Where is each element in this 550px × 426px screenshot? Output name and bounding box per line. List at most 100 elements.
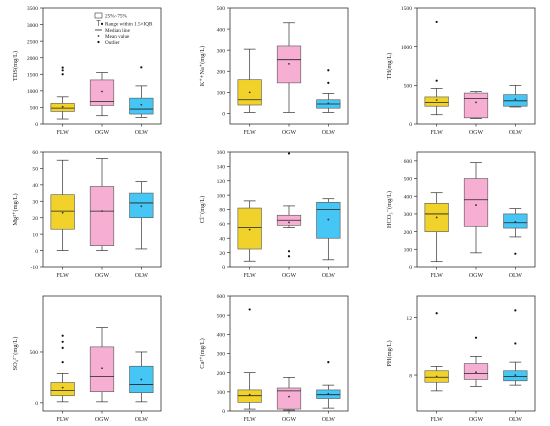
y-tick-label: 100	[217, 390, 226, 396]
mean-marker	[288, 221, 290, 224]
box-olw	[316, 361, 341, 409]
y-tick-label: 0	[222, 265, 225, 271]
y-tick-label: 100	[404, 248, 413, 254]
legend-outlier-swatch	[97, 40, 100, 44]
legend-iqr-label: 25%~75%	[105, 14, 128, 20]
y-tick-label: 500	[404, 177, 413, 183]
y-tick-label: 300	[217, 352, 226, 358]
panel-3: 0 500 1000 1500 TH(mg/L) FLW OGW OLW	[386, 6, 536, 136]
y-tick-label: 400	[217, 333, 226, 339]
outlier-point	[287, 152, 291, 155]
x-tick-label: FLW	[431, 417, 444, 423]
box-flw	[237, 308, 262, 410]
y-tick-label: 500	[217, 6, 226, 12]
mean-marker	[288, 395, 290, 398]
box-ogw	[89, 22, 115, 117]
y-tick-label: 40	[219, 236, 225, 242]
outlier-point	[61, 73, 64, 76]
mean-marker	[514, 98, 517, 101]
box-olw	[316, 198, 341, 261]
box-olw	[316, 69, 341, 113]
y-tick-label: 0	[222, 112, 225, 118]
legend-mean-label: Mean value	[105, 34, 130, 40]
x-tick-label: OLW	[322, 417, 336, 423]
y-axis-label: TDS(mg/L)	[12, 51, 19, 81]
x-tick-label: OLW	[135, 130, 149, 136]
outlier-point	[435, 312, 438, 315]
y-tick-label: 1500	[27, 72, 38, 78]
x-tick-label: OGW	[282, 417, 297, 423]
outlier-point	[514, 342, 517, 345]
mean-marker	[101, 367, 103, 370]
x-tick-label: OGW	[469, 417, 484, 423]
box-flw	[237, 200, 262, 262]
x-tick-label: OLW	[509, 417, 523, 423]
mean-marker	[248, 228, 251, 231]
mean-marker	[514, 220, 517, 223]
mean-marker	[101, 210, 103, 213]
outlier-point	[514, 309, 517, 312]
outlier-point	[61, 66, 64, 69]
panel-7: 0 500 SO₄²⁻(mg/L) FLW OGW OLW	[12, 295, 162, 423]
mean-marker	[288, 62, 290, 65]
x-tick-label: OLW	[509, 130, 523, 136]
mean-marker	[248, 393, 251, 396]
x-tick-label: OGW	[469, 273, 484, 279]
panel-9: 8 12 PH(mg/L) FLW OGW OLW	[386, 295, 536, 423]
x-tick-label: FLW	[244, 130, 257, 136]
mean-marker	[475, 371, 477, 374]
y-tick-label: 1500	[401, 6, 412, 12]
y-axis-label: Ca²⁺(mg/L)	[199, 338, 206, 369]
box-ogw	[463, 336, 489, 387]
box-flw	[424, 312, 449, 392]
iqr-box	[129, 97, 154, 115]
x-tick-label: OGW	[95, 273, 110, 279]
x-tick-label: OGW	[282, 273, 297, 279]
outlier-point	[61, 69, 64, 72]
y-axis-label: SO₄²⁻(mg/L)	[12, 337, 19, 371]
y-tick-label: 3500	[27, 6, 38, 12]
outlier-point	[100, 22, 104, 26]
outlier-point	[61, 334, 64, 337]
plot-frame	[416, 295, 536, 412]
panel-2: 0 100 200 300 400 500 K⁺+Na⁺(mg/L) FLW OGW OLW	[199, 6, 349, 136]
mean-marker	[140, 103, 143, 106]
y-tick-label: 400	[217, 27, 226, 33]
outlier-point	[435, 20, 438, 24]
y-axis-label: Cl⁻(mg/L)	[199, 196, 206, 224]
box-olw	[503, 84, 528, 108]
mean-marker	[435, 375, 438, 378]
y-tick-label: 0	[409, 122, 412, 128]
box-ogw	[276, 152, 302, 258]
iqr-box	[89, 346, 115, 392]
mean-marker	[475, 101, 477, 104]
legend-median-label: Median line	[105, 28, 131, 34]
box-olw	[503, 309, 528, 386]
mean-marker	[140, 205, 143, 208]
y-tick-label: 60	[32, 150, 38, 156]
outlier-point	[474, 336, 478, 339]
box-ogw	[276, 22, 302, 113]
legend-whisker-label: Range within 1.5×IQR	[105, 21, 153, 27]
x-tick-label: OLW	[322, 273, 336, 279]
y-tick-label: 200	[217, 371, 226, 377]
x-tick-label: OLW	[509, 273, 523, 279]
x-tick-label: FLW	[244, 273, 257, 279]
y-tick-label: -10	[31, 265, 39, 271]
y-axis-label: Mg²⁺(mg/L)	[12, 193, 19, 225]
y-tick-label: 500	[217, 313, 226, 319]
mean-marker	[248, 91, 251, 94]
box-olw	[129, 181, 154, 250]
box-flw	[424, 20, 449, 116]
y-tick-label: 0	[35, 122, 38, 128]
y-tick-label: 80	[219, 208, 225, 214]
box-olw	[129, 351, 154, 403]
iqr-box	[237, 389, 262, 403]
outlier-point	[61, 361, 64, 364]
outlier-point	[248, 308, 251, 311]
y-tick-label: 500	[30, 106, 39, 112]
box-ogw	[89, 327, 115, 403]
y-tick-label: 50	[32, 167, 38, 173]
box-ogw	[89, 158, 115, 251]
